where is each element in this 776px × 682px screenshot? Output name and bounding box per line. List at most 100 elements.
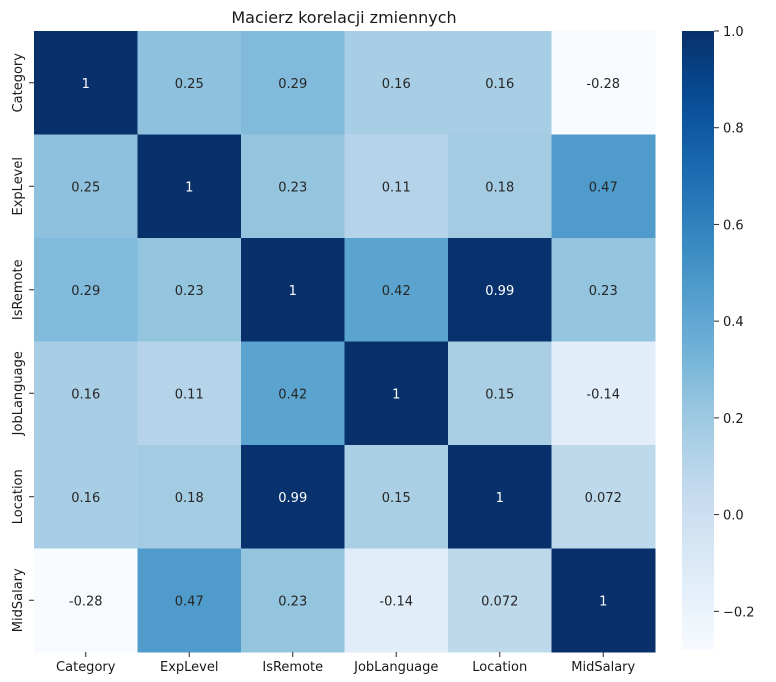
heatmap-value-label-r1-c3: 0.11 [382, 180, 411, 195]
heatmap-value-label-r2-c2: 1 [289, 284, 297, 299]
heatmap-value-label-r3-c0: 0.16 [71, 387, 100, 402]
colorbar-tick-label-0: 1.0 [723, 25, 744, 40]
heatmap-cell-r1-c3 [344, 134, 449, 239]
heatmap-value-label-r5-c4: 0.072 [481, 594, 518, 609]
heatmap-value-label-r4-c2: 0.99 [278, 491, 307, 506]
heatmap-value-label-r1-c1: 1 [185, 180, 193, 195]
heatmap-cells [34, 31, 656, 653]
heatmap-cell-r3-c0 [34, 341, 138, 446]
heatmap-cell-r2-c2 [241, 238, 345, 342]
x-axis: Category ExpLevel IsRemote JobLanguage Locat… [56, 652, 636, 675]
heatmap-value-label-r4-c5: 0.072 [585, 491, 622, 506]
heatmap-cell-r0-c0 [34, 31, 138, 135]
y-tick-label-5: MidSalary [11, 568, 26, 632]
heatmap-cell-r4-c3 [344, 445, 449, 549]
colorbar-tick-label-3: 0.4 [723, 315, 744, 330]
colorbar-ticks: 1.0 0.8 0.6 0.4 0.2 0.0 −0.2 [714, 25, 755, 620]
heatmap-cell-r5-c2 [241, 548, 345, 653]
y-tick-label-3: JobLanguage [11, 351, 26, 436]
x-tick-label-1: ExpLevel [160, 660, 218, 675]
heatmap-cell-r5-c5 [551, 548, 656, 653]
x-tick-label-4: Location [472, 660, 527, 675]
colorbar-tick-label-4: 0.2 [723, 412, 744, 427]
heatmap-cell-r1-c2 [241, 134, 345, 239]
heatmap-value-label-r5-c3: -0.14 [379, 594, 413, 609]
heatmap-cell-r3-c5 [551, 341, 656, 446]
heatmap-cell-r0-c4 [448, 31, 552, 135]
heatmap-cell-r2-c3 [344, 238, 449, 342]
colorbar-bar [682, 31, 714, 650]
heatmap-cell-r0-c3 [344, 31, 449, 135]
x-tick-label-5: MidSalary [571, 660, 635, 675]
colorbar-tick-label-1: 0.8 [723, 122, 744, 137]
heatmap-value-label-r3-c5: -0.14 [586, 387, 620, 402]
heatmap-cell-r1-c4 [448, 134, 552, 239]
colorbar-tick-label-6: −0.2 [723, 605, 755, 620]
heatmap-cell-r5-c0 [34, 548, 138, 653]
heatmap-value-label-r0-c3: 0.16 [382, 77, 411, 92]
heatmap-value-label-r2-c1: 0.23 [175, 284, 204, 299]
colorbar-tick-label-5: 0.0 [723, 509, 744, 524]
heatmap-value-label-r0-c1: 0.25 [175, 77, 204, 92]
heatmap-value-label-r0-c4: 0.16 [485, 77, 514, 92]
heatmap-value-label-r5-c2: 0.23 [278, 594, 307, 609]
y-tick-label-0: Category [11, 53, 26, 113]
heatmap-value-label-r4-c4: 1 [496, 491, 504, 506]
heatmap-value-label-r0-c5: -0.28 [586, 77, 620, 92]
heatmap-cell-r1-c5 [551, 134, 656, 239]
y-axis: Category ExpLevel IsRemote JobLanguage Locat… [11, 53, 34, 632]
heatmap-value-label-r1-c0: 0.25 [71, 180, 100, 195]
heatmap-value-label-r3-c3: 1 [392, 387, 400, 402]
heatmap-value-label-r4-c0: 0.16 [71, 491, 100, 506]
heatmap-value-label-r1-c5: 0.47 [589, 180, 618, 195]
heatmap-value-label-r0-c2: 0.29 [278, 77, 307, 92]
heatmap-value-label-r5-c0: -0.28 [69, 594, 103, 609]
heatmap-value-label-r5-c1: 0.47 [175, 594, 204, 609]
heatmap-value-label-r1-c2: 0.23 [278, 180, 307, 195]
heatmap-value-label-r2-c5: 0.23 [589, 284, 618, 299]
heatmap-cell-r3-c2 [241, 341, 345, 446]
heatmap-cell-r2-c0 [34, 238, 138, 342]
x-tick-label-2: IsRemote [262, 660, 323, 675]
heatmap-value-label-r2-c4: 0.99 [485, 284, 514, 299]
heatmap-cell-r1-c0 [34, 134, 138, 239]
heatmap-cell-r0-c5 [551, 31, 656, 135]
colorbar: 1.0 0.8 0.6 0.4 0.2 0.0 −0.2 [682, 25, 755, 650]
heatmap-cell-r5-c4 [448, 548, 552, 653]
chart-title: Macierz korelacji zmiennych [231, 8, 456, 27]
heatmap-value-label-r3-c4: 0.15 [485, 387, 514, 402]
y-tick-label-4: Location [11, 469, 26, 524]
heatmap-cell-r4-c1 [137, 445, 242, 549]
heatmap-value-label-r1-c4: 0.18 [485, 180, 514, 195]
heatmap-value-label-r0-c0: 1 [82, 77, 90, 92]
heatmap-cell-r2-c1 [137, 238, 242, 342]
y-tick-label-1: ExpLevel [11, 157, 26, 215]
heatmap-cell-r0-c2 [241, 31, 345, 135]
heatmap-value-label-r5-c5: 1 [599, 594, 607, 609]
heatmap-cell-r3-c1 [137, 341, 242, 446]
heatmap-cell-r3-c4 [448, 341, 552, 446]
heatmap-cell-r2-c5 [551, 238, 656, 342]
heatmap-cell-r0-c1 [137, 31, 242, 135]
heatmap-cell-r1-c1 [137, 134, 242, 239]
heatmap-value-label-r2-c3: 0.42 [382, 284, 411, 299]
heatmap-cell-r4-c2 [241, 445, 345, 549]
x-tick-label-0: Category [56, 660, 116, 675]
heatmap-value-label-r3-c2: 0.42 [278, 387, 307, 402]
heatmap-cell-r5-c1 [137, 548, 242, 653]
heatmap-cell-r4-c0 [34, 445, 138, 549]
heatmap-cell-r4-c4 [448, 445, 552, 549]
heatmap-value-label-r4-c3: 0.15 [382, 491, 411, 506]
heatmap-value-label-r4-c1: 0.18 [175, 491, 204, 506]
heatmap-value-label-r3-c1: 0.11 [175, 387, 204, 402]
y-tick-label-2: IsRemote [11, 259, 26, 320]
colorbar-tick-label-2: 0.6 [723, 218, 744, 233]
heatmap-value-label-r2-c0: 0.29 [71, 284, 100, 299]
x-tick-label-3: JobLanguage [353, 660, 438, 675]
heatmap-cell-r5-c3 [344, 548, 449, 653]
heatmap-cell-r3-c3 [344, 341, 449, 446]
heatmap-cell-r4-c5 [551, 445, 656, 549]
heatmap-cell-r2-c4 [448, 238, 552, 342]
